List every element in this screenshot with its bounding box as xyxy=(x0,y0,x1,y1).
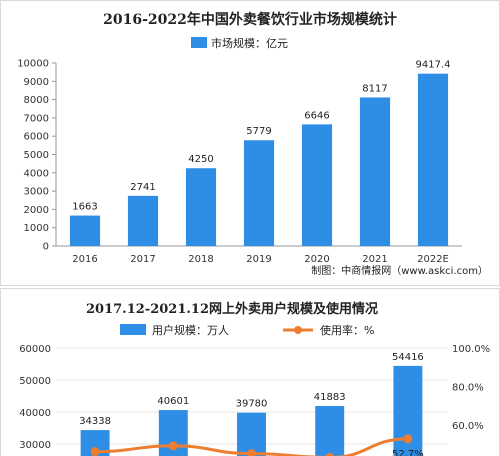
chart2-line-marker xyxy=(325,452,334,456)
chart1-bar xyxy=(417,73,449,246)
chart1-x-tick-label: 2017 xyxy=(130,254,155,265)
chart2-y-tick-label: 50000 xyxy=(19,376,51,387)
chart2-legend-bar-label: 用户规模：万人 xyxy=(152,323,229,337)
chart1-bar xyxy=(359,97,391,247)
chart1-data-label: 1663 xyxy=(72,202,97,213)
market-size-chart: 2016-2022年中国外卖餐饮行业市场规模统计 市场规模：亿元 0 1000 20… xyxy=(0,0,500,286)
chart1-y-tick-label: 5000 xyxy=(24,150,49,161)
chart1-data-label: 6646 xyxy=(304,110,329,121)
chart2-title: 2017.12-2021.12网上外卖用户规模及使用情况 xyxy=(86,301,378,317)
chart1-x-tick-label: 2020 xyxy=(304,254,329,265)
chart1-data-label: 5779 xyxy=(246,126,271,137)
chart2-line-marker xyxy=(168,441,178,451)
chart2-legend-bar-swatch xyxy=(120,324,146,335)
chart1-x-tick-label: 2018 xyxy=(188,254,213,265)
chart2-bar xyxy=(315,405,345,456)
chart2-line-marker xyxy=(247,449,256,456)
chart1-y-tick-label: 3000 xyxy=(24,187,49,198)
chart2-legend-line-marker xyxy=(294,326,302,334)
chart1-y-tick-label: 0 xyxy=(43,242,49,253)
chart1-x-tick-label: 2019 xyxy=(246,254,271,265)
chart1-x-tick-label: 2022E xyxy=(417,254,449,265)
chart1-x-tick-label: 2016 xyxy=(72,254,97,265)
chart1-y-tick-label: 2000 xyxy=(24,205,49,216)
chart1-y-tick-label: 6000 xyxy=(24,132,49,143)
chart1-data-label: 8117 xyxy=(362,83,387,94)
chart2-legend-line-label: 使用率：% xyxy=(320,323,374,337)
chart1-legend-swatch xyxy=(191,37,207,48)
chart1-data-label: 9417.4 xyxy=(416,60,451,71)
chart1-y-tick-label: 10000 xyxy=(17,59,49,70)
chart1-bar xyxy=(243,140,275,246)
chart2-bar-data-label: 34338 xyxy=(79,416,111,427)
chart2-y-tick-label: 40000 xyxy=(19,408,51,419)
chart2-bar-data-label: 40601 xyxy=(157,396,189,407)
chart1-x-tick-label: 2021 xyxy=(362,254,387,265)
chart2-bar-data-label: 54416 xyxy=(392,352,424,363)
chart1-y-tick-label: 9000 xyxy=(24,77,49,88)
chart2-bar-data-label: 41883 xyxy=(314,392,346,403)
chart1-y-tick-label: 7000 xyxy=(24,113,49,124)
chart2-line-data-label: 52.7% xyxy=(392,449,424,456)
chart1-bar xyxy=(69,215,101,246)
takeout-users-chart: 2017.12-2021.12网上外卖用户规模及使用情况 用户规模：万人 使用率… xyxy=(0,288,500,456)
chart2-y-tick-label: 60000 xyxy=(19,344,51,355)
chart1-bar xyxy=(127,195,159,246)
chart1-bar xyxy=(185,168,217,246)
chart1-data-label: 2741 xyxy=(130,182,155,193)
chart2-line-marker xyxy=(403,434,413,444)
chart2-bar xyxy=(237,412,266,456)
chart1-y-tick-label: 4000 xyxy=(24,168,49,179)
chart2-y2-tick-label: 80.0% xyxy=(452,382,484,393)
chart1-bar xyxy=(301,124,333,246)
chart2-y2-tick-label: 100.0% xyxy=(452,344,490,355)
chart2-line-marker xyxy=(90,447,100,456)
chart1-title: 2016-2022年中国外卖餐饮行业市场规模统计 xyxy=(103,11,397,28)
chart1-y-tick-label: 8000 xyxy=(24,95,49,106)
chart1-source: 制图：中商情报网（www.askci.com） xyxy=(311,264,488,277)
chart2-bar-data-label: 39780 xyxy=(236,399,268,410)
chart1-y-tick-label: 1000 xyxy=(24,223,49,234)
chart1-data-label: 4250 xyxy=(188,154,213,165)
chart2-y-tick-label: 30000 xyxy=(19,440,51,451)
chart1-legend-label: 市场规模：亿元 xyxy=(211,36,288,50)
chart2-y2-tick-label: 60.0% xyxy=(452,421,484,432)
